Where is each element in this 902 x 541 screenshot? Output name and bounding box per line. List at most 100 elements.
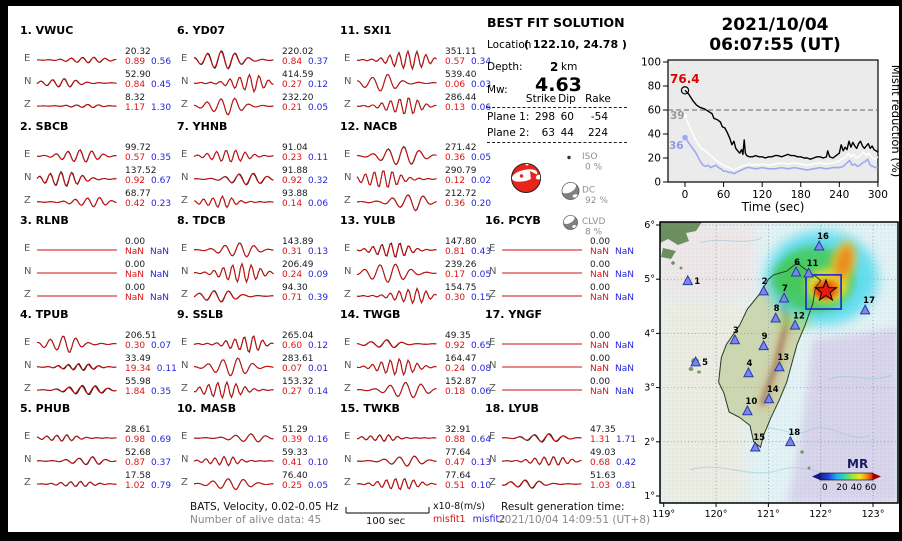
channel-label: Z: [24, 195, 31, 206]
misfit-values: NaN NaN: [590, 247, 634, 257]
synthetic-trace: [193, 478, 274, 490]
misfit1-value: 0.57: [445, 57, 466, 67]
mw-label: Mw:: [487, 84, 508, 96]
misfit-values: 0.87 0.37: [125, 458, 171, 468]
amplitude-value: 286.44: [445, 93, 477, 103]
map-lat-label: 24°: [645, 328, 655, 339]
waveform-trace: [356, 433, 437, 443]
synthetic-trace: [193, 290, 274, 303]
plane1-strike: 298: [534, 111, 555, 123]
taiwan-coastline: [718, 262, 822, 449]
misfit2-value: 0.11: [308, 153, 329, 163]
synthetic-trace: [356, 455, 437, 467]
epicenter-inset-box: [805, 273, 842, 310]
amplitude-value: 0.00: [590, 237, 611, 247]
misfit1-value: NaN: [590, 247, 609, 257]
synthetic-trace: [356, 194, 437, 212]
channel-label: E: [24, 149, 31, 160]
amplitude-value: 47.35: [590, 425, 616, 435]
misfit2-value: 0.10: [308, 458, 329, 468]
map-station-id: 5: [702, 358, 708, 368]
waveform-trace: [356, 242, 437, 258]
table-header-dip: Dip: [558, 93, 576, 105]
colorbar-tick-label: 40: [851, 483, 863, 493]
misfit2-value: NaN: [614, 247, 634, 257]
misfit2-value: 0.65: [471, 341, 492, 351]
misfit1-value: NaN: [125, 270, 144, 280]
map-station-id: 15: [753, 433, 765, 443]
decomposition-name: ISO: [582, 152, 597, 162]
amplitude-value: 33.49: [125, 354, 151, 364]
x-tick-label: 240: [829, 189, 849, 201]
misfit-values: NaN NaN: [125, 247, 169, 257]
amplitude-value: 220.02: [282, 47, 314, 57]
misfit2-value: 0.37: [151, 458, 172, 468]
misfit2-value: 1.30: [151, 103, 172, 113]
misfit-values: 0.88 0.64: [445, 435, 491, 445]
misfit1-value: 0.42: [125, 199, 146, 209]
waveform-trace: [193, 172, 274, 186]
synthetic-trace: [37, 150, 117, 163]
misfit-values: 0.84 0.37: [282, 57, 328, 67]
synthetic-trace: [356, 50, 437, 70]
misfit1-value: 0.84: [125, 80, 146, 90]
channel-label: Z: [24, 289, 31, 300]
start-marker-white-dot: [681, 112, 689, 120]
waveform-trace: [37, 103, 117, 109]
map-station-id: 18: [788, 428, 800, 438]
misfit1-value: 1.03: [590, 481, 611, 491]
misfit1-value: NaN: [590, 293, 609, 303]
channel-label: N: [181, 266, 189, 277]
map-station-id: 10: [745, 397, 757, 407]
misfit1-value: 0.07: [282, 364, 303, 374]
misfit-series-0: [684, 89, 879, 160]
misfit1-value: 0.24: [282, 270, 303, 280]
map-station-id: 16: [817, 232, 829, 242]
amplitude-value: 17.58: [125, 471, 151, 481]
misfit1-value: 0.30: [125, 341, 146, 351]
observed-trace: [356, 455, 437, 467]
misfit2-value: NaN: [149, 293, 169, 303]
misfit-values: 0.30 0.15: [445, 293, 491, 303]
misfit1-value: 0.89: [125, 57, 146, 67]
waveform-trace: [193, 195, 274, 209]
plane1-label: Plane 1:: [487, 111, 530, 123]
misfit1-value: 0.14: [282, 199, 303, 209]
start-marker-blue-dot: [682, 134, 688, 141]
map-station-marker: [813, 240, 825, 251]
channel-label: N: [181, 172, 189, 183]
misfit1-value: NaN: [590, 341, 609, 351]
misfit1-value: 0.98: [125, 435, 146, 445]
misfit1-value: 0.41: [282, 458, 303, 468]
channel-label: Z: [181, 195, 188, 206]
synthetic-trace: [356, 339, 437, 348]
synthetic-trace: [193, 357, 274, 377]
channel-label: N: [181, 76, 189, 87]
amplitude-value: 52.90: [125, 70, 151, 80]
observed-trace: [356, 263, 437, 283]
channel-label: Z: [24, 99, 31, 110]
misfit1-value: 0.92: [282, 176, 303, 186]
misfit1-value: 0.71: [282, 293, 303, 303]
waveform-trace: [356, 74, 437, 92]
misfit2-value: 0.79: [151, 481, 172, 491]
misfit2-value: 0.12: [308, 341, 329, 351]
amplitude-value: 94.30: [282, 283, 308, 293]
x-tick-label: 60: [717, 189, 730, 201]
decomposition-name: DC: [582, 186, 595, 196]
channel-label: E: [489, 243, 496, 254]
waveform-trace: [356, 263, 437, 283]
channel-label: E: [489, 431, 496, 442]
synthetic-trace: [193, 433, 274, 443]
map-station-marker: [682, 274, 694, 286]
station-header: 7. YHNB: [177, 120, 228, 133]
channel-label: E: [24, 337, 31, 348]
waveform-trace: [193, 290, 274, 303]
waveform-trace: [356, 49, 437, 71]
waveform-trace: [356, 455, 437, 467]
misfit2-value: 0.39: [308, 293, 329, 303]
depth-value: 2: [550, 60, 559, 74]
misfit-values: 0.71 0.39: [282, 293, 328, 303]
misfit1-value: 0.27: [282, 80, 303, 90]
